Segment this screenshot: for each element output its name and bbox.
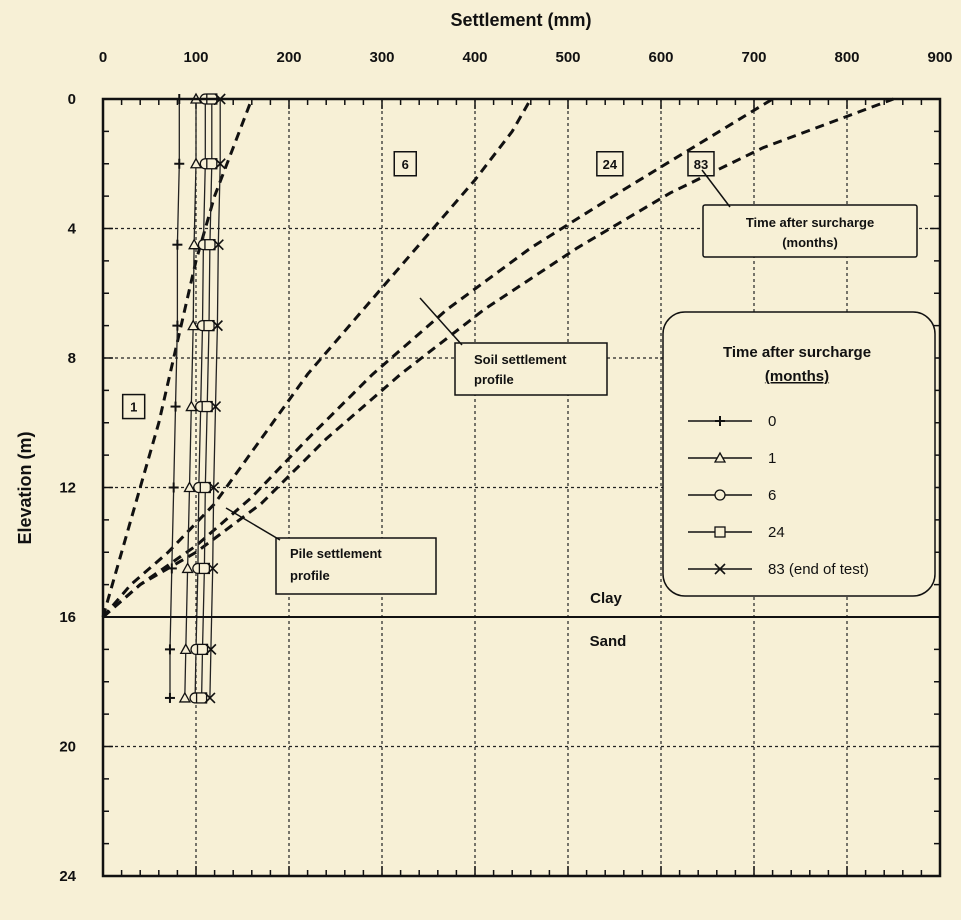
x-tick-label: 900: [927, 49, 952, 66]
y-tick-label: 16: [59, 609, 76, 626]
soil-note-leader: [419, 297, 463, 346]
x-tick-label: 300: [369, 49, 394, 66]
soil-profile-6: [101, 98, 533, 618]
pile-note: Pile settlement profile: [225, 507, 437, 595]
legend: Time after surcharge (months) 0 1 6 24 83 (e…: [662, 311, 936, 597]
time-note-box: [702, 204, 918, 258]
legend-title: Time after surcharge: [723, 344, 871, 361]
legend-item-6: 6: [688, 487, 776, 504]
soil-profile-label-box-1: [121, 393, 146, 420]
soil-note-line2: profile: [474, 372, 514, 387]
time-note-line2: (months): [782, 235, 838, 250]
soil-note: Soil settlement profile: [419, 297, 608, 396]
soil-profile-label-24: 24: [603, 157, 618, 172]
soil-profile-label-83: 83: [694, 157, 708, 172]
legend-label: 0: [768, 413, 776, 430]
x-tick-label: 700: [741, 49, 766, 66]
y-tick-label: 24: [59, 868, 76, 885]
y-tick-label: 0: [68, 91, 76, 108]
time-note: Time after surcharge (months): [701, 169, 918, 258]
time-note-line1: Time after surcharge: [746, 215, 874, 230]
legend-label: 24: [768, 524, 785, 541]
x-tick-label: 600: [648, 49, 673, 66]
legend-label: 1: [768, 450, 776, 467]
legend-item-83: 83 (end of test): [688, 561, 869, 578]
soil-profile-24: [102, 97, 774, 619]
legend-label: 83 (end of test): [768, 561, 869, 578]
x-tick-label: 100: [183, 49, 208, 66]
x-tick-label: 0: [99, 49, 107, 66]
pile-note-box: [275, 537, 437, 595]
pile-profile-24: [195, 93, 218, 704]
pile-profile-1: [178, 92, 203, 703]
pile-layer: [164, 92, 226, 704]
legend-items: 0 1 6 24 83 (end of test): [688, 413, 869, 578]
legend-subtitle: (months): [765, 368, 829, 385]
pile-note-line2: profile: [290, 568, 330, 583]
x-tick-label: 800: [834, 49, 859, 66]
soil-profile-label-1: 1: [130, 400, 137, 415]
legend-item-1: 1: [688, 450, 776, 467]
legend-item-24: 24: [688, 524, 785, 541]
y-tick-label: 8: [68, 350, 76, 367]
legend-item-0: 0: [688, 413, 776, 430]
soil-profile-83: [102, 97, 895, 619]
y-tick-label: 4: [68, 221, 77, 238]
pile-profile-83: [204, 93, 226, 704]
x-tick-label: 200: [276, 49, 301, 66]
soil-profile-label-box-83: [687, 151, 715, 177]
pile-note-leader: [225, 507, 281, 541]
y-tick-label: 20: [59, 739, 76, 756]
x-tick-label: 500: [555, 49, 580, 66]
y-axis-title: Elevation (m): [15, 431, 35, 544]
soil-profile-label-box-6: [393, 151, 417, 177]
clay-label: Clay: [590, 590, 622, 607]
soil-profile-label-box-24: [596, 151, 624, 177]
time-note-leader: [701, 169, 731, 208]
legend-label: 6: [768, 487, 776, 504]
soil-profile-label-6: 6: [402, 157, 409, 172]
pile-note-line1: Pile settlement: [290, 546, 382, 561]
soil-note-box: [454, 342, 608, 396]
legend-box: [662, 311, 936, 597]
x-axis-title: Settlement (mm): [450, 10, 591, 30]
x-tick-label: 400: [462, 49, 487, 66]
sand-label: Sand: [590, 633, 627, 650]
pile-profile-0: [164, 94, 185, 703]
plot-frame: [101, 97, 942, 878]
y-tick-label: 12: [59, 480, 76, 497]
soil-note-line1: Soil settlement: [474, 352, 567, 367]
